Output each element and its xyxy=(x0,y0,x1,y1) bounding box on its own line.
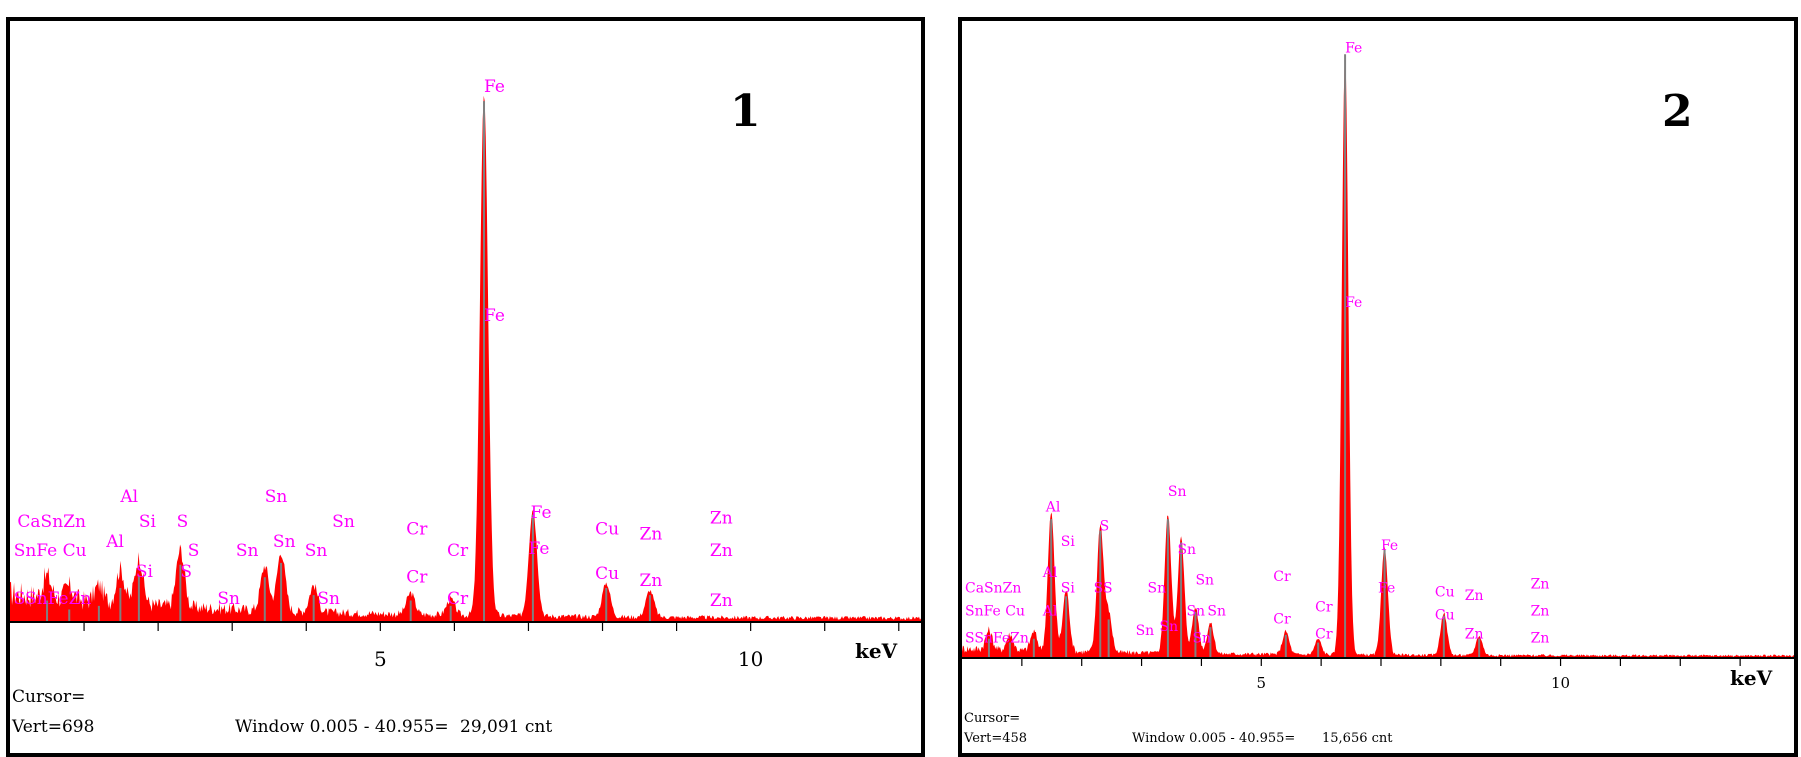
element-label: Zn xyxy=(1465,627,1484,643)
element-label: SSnFeZn xyxy=(965,631,1029,647)
element-label: Zn xyxy=(1531,604,1550,620)
vert-readout: Vert=458 xyxy=(964,731,1028,746)
element-label: Sn xyxy=(1136,623,1155,639)
panel-label: 2 xyxy=(1662,86,1693,137)
element-label: Cu xyxy=(1435,584,1455,600)
element-label: SnFe Cu xyxy=(14,541,87,561)
element-label: Sn xyxy=(1177,542,1196,558)
element-label: Sn xyxy=(1186,604,1205,620)
element-label: Zn xyxy=(640,571,663,591)
element-label: Zn xyxy=(640,525,663,545)
element-label: Sn xyxy=(1160,619,1179,635)
x-tick-label: 5 xyxy=(374,647,387,671)
element-label: SnFe Cu xyxy=(965,604,1025,620)
element-label: Fe xyxy=(484,306,505,326)
element-label: Fe xyxy=(1378,580,1395,596)
element-label: S xyxy=(177,512,189,532)
element-label: Cr xyxy=(447,541,469,561)
element-label: Al xyxy=(119,487,138,507)
element-label: Cr xyxy=(406,519,428,539)
x-tick-label: 5 xyxy=(1257,674,1267,692)
count-readout: 15,656 cnt xyxy=(1322,731,1393,746)
element-label: Cu xyxy=(595,564,619,584)
element-label: Cr xyxy=(1315,600,1333,616)
element-label: Al xyxy=(1042,604,1058,620)
element-label: Sn xyxy=(217,589,240,609)
element-label: Fe xyxy=(484,77,505,97)
element-label: Zn xyxy=(1531,577,1550,593)
panel-label: 1 xyxy=(730,86,761,137)
element-label: Cr xyxy=(447,589,469,609)
element-label: Al xyxy=(1042,565,1058,581)
element-label: Cr xyxy=(406,568,428,588)
element-label: S xyxy=(1100,519,1110,535)
window-readout: Window 0.005 - 40.955= xyxy=(1132,731,1296,746)
cursor-readout: Cursor= xyxy=(12,687,86,707)
element-label: Si xyxy=(139,512,157,532)
spectrum-panel-2: 5 10 keV 2 Fe Fe Sn Al Si S Sn Sn Fe CaSnZn Al Si SS Sn Cr… xyxy=(958,17,1798,757)
element-label: Fe xyxy=(1345,41,1362,57)
element-label: Si xyxy=(1061,580,1076,596)
spectrum-series xyxy=(10,95,921,622)
vert-readout: Vert=698 xyxy=(12,717,95,737)
element-label: SSnFeZn xyxy=(14,589,92,609)
spectrum-series xyxy=(962,54,1794,658)
element-label: Sn xyxy=(273,532,296,552)
element-label: Sn xyxy=(1192,631,1211,647)
element-label: Sn xyxy=(1168,484,1187,500)
element-label: Cr xyxy=(1315,627,1333,643)
element-label: Al xyxy=(105,532,124,552)
element-label: Cu xyxy=(1435,607,1455,623)
element-label: Zn xyxy=(1465,588,1484,604)
element-label: Zn xyxy=(1531,631,1550,647)
element-label: Sn xyxy=(332,512,355,532)
spectrum-panel-1: 5 10 keV 1 Fe Fe Al Sn CaSnZn Si S Sn Cr Fe Cu Zn Zn SnFe… xyxy=(6,17,925,757)
cursor-readout: Cursor= xyxy=(964,711,1021,726)
element-label: Fe xyxy=(1381,538,1398,554)
x-tick-label: 10 xyxy=(1551,674,1570,692)
element-label: S xyxy=(180,562,192,582)
element-label: Zn xyxy=(710,509,733,529)
x-tick-label: 10 xyxy=(738,647,763,671)
element-label: Al xyxy=(1045,499,1061,515)
count-readout: 29,091 cnt xyxy=(460,717,553,737)
element-label: Fe xyxy=(531,503,552,523)
element-label: Sn xyxy=(265,487,288,507)
spectrum-area xyxy=(962,55,1794,658)
x-axis-label: keV xyxy=(1730,666,1773,690)
element-label: Si xyxy=(136,562,154,582)
element-label: SS xyxy=(1094,580,1113,596)
element-label: Zn xyxy=(710,591,733,611)
element-label: Sn xyxy=(1148,580,1167,596)
element-label: Sn xyxy=(1207,604,1226,620)
element-label: Cr xyxy=(1273,569,1291,585)
element-label: Sn xyxy=(236,541,259,561)
element-label: Fe xyxy=(528,539,549,559)
element-label: Zn xyxy=(710,541,733,561)
element-label: Sn xyxy=(317,589,340,609)
element-label: Si xyxy=(1061,534,1076,550)
element-label: Cr xyxy=(1273,611,1291,627)
element-label: Sn xyxy=(305,541,328,561)
element-label: Cu xyxy=(595,519,619,539)
element-label: S xyxy=(188,541,200,561)
window-readout: Window 0.005 - 40.955= xyxy=(235,717,449,737)
x-axis-label: keV xyxy=(855,639,898,663)
element-label: CaSnZn xyxy=(965,580,1021,596)
element-label: Fe xyxy=(1345,295,1362,311)
element-label: CaSnZn xyxy=(17,512,86,532)
element-label: Sn xyxy=(1195,573,1214,589)
